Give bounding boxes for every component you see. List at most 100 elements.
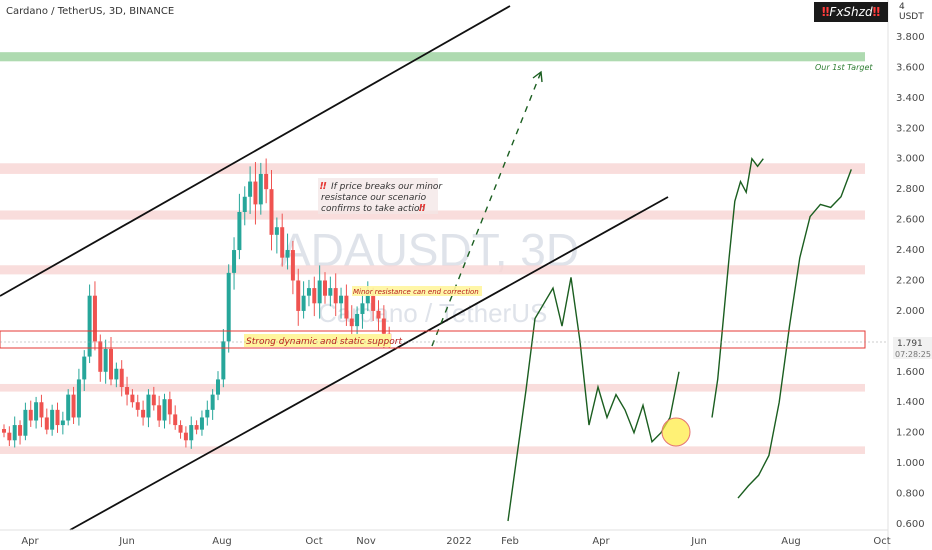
price-zone-4 <box>0 383 865 392</box>
candle-body <box>248 181 253 197</box>
brand-badge: ‼ FxShzd ‼ <box>814 2 888 22</box>
brand-suffix: ‼ <box>872 5 881 19</box>
candle-body <box>82 356 87 380</box>
breakout-note-line3: confirms to take action <box>321 204 426 214</box>
candle-body <box>221 341 226 380</box>
time-tick-label: Aug <box>781 536 801 547</box>
candle-body <box>66 394 71 421</box>
candle-body <box>167 399 172 415</box>
candle-body <box>349 318 354 327</box>
projection-path-2 <box>711 156 764 418</box>
candle-body <box>18 425 23 436</box>
time-tick-label: Oct <box>873 536 890 547</box>
candle-body <box>285 250 290 258</box>
candle-body <box>365 295 370 304</box>
candle-body <box>39 402 44 418</box>
candle-body <box>333 288 338 304</box>
candle-body <box>355 313 360 327</box>
candle-body <box>242 196 247 212</box>
candle-body <box>23 409 28 436</box>
candle-body <box>87 295 92 357</box>
projection-layer <box>507 156 852 522</box>
minor-resistance-bg <box>352 286 482 296</box>
candle-body <box>189 425 194 441</box>
price-axis[interactable]: 3.800 3.600 3.400 3.200 3.000 2.800 2.600 2.400… <box>896 32 925 530</box>
price-tick-label: 3.400 <box>896 93 925 104</box>
brand-prefix: ‼ <box>821 5 830 19</box>
candle-body <box>328 288 333 296</box>
candle-body <box>371 295 376 311</box>
candle-body <box>28 409 33 421</box>
candle-body <box>50 409 55 430</box>
price-tick-label: 0.600 <box>896 519 925 530</box>
candle-body <box>253 181 258 205</box>
target-label: Our 1st Target <box>815 63 873 72</box>
projection-path-1 <box>507 277 680 522</box>
candle-body <box>130 394 135 403</box>
breakout-dashed-arrow <box>431 71 542 347</box>
candle-body <box>119 368 124 388</box>
time-tick-label: Apr <box>21 536 39 547</box>
price-tick-label: 2.400 <box>896 245 925 256</box>
candle-body <box>125 387 130 395</box>
candle-body <box>2 429 6 433</box>
price-tick-label: 3.200 <box>896 123 925 134</box>
breakout-note-line3-marker: ‼ <box>418 203 426 214</box>
candle-body <box>109 348 113 380</box>
candle-body <box>264 173 269 190</box>
symbol-header: Cardano / TetherUS, 3D, BINANCE <box>6 6 175 17</box>
channel-upper-line[interactable] <box>0 5 511 297</box>
time-tick-label: Apr <box>592 536 610 547</box>
candle-body <box>360 303 365 314</box>
brand-name: FxShzd <box>829 5 873 19</box>
candle-body <box>381 318 386 334</box>
candle-body <box>306 288 311 296</box>
candle-body <box>55 409 60 426</box>
price-tick-label: 1.000 <box>896 458 925 469</box>
candle-body <box>205 409 210 418</box>
candle-body <box>216 379 220 395</box>
current-price-value: 1.791 <box>897 339 923 349</box>
time-tick-label: Jun <box>118 536 135 547</box>
time-tick-label: Jun <box>690 536 707 547</box>
candle-body <box>7 432 12 441</box>
breakout-arrow-head <box>532 70 543 83</box>
axis-currency: USDT <box>899 12 924 22</box>
candle-body <box>258 173 263 205</box>
time-tick-label: 2022 <box>446 536 471 547</box>
candle-layer <box>2 158 392 449</box>
channel-lower-line[interactable] <box>69 196 669 531</box>
time-tick-label: Feb <box>501 536 519 547</box>
candle-body <box>199 417 204 430</box>
breakout-note-line1: If price breaks our minor <box>331 182 443 192</box>
candle-body <box>44 417 49 430</box>
candle-body <box>34 402 39 421</box>
candle-body <box>183 432 188 441</box>
time-tick-label: Oct <box>305 536 322 547</box>
candle-body <box>280 227 285 258</box>
price-zone-3 <box>0 265 865 275</box>
projection-path-3 <box>737 169 852 499</box>
price-tick-label: 2.600 <box>896 215 925 226</box>
candle-body <box>323 280 327 296</box>
candle-body <box>92 295 97 342</box>
axis-top-tick: 4 <box>899 2 905 12</box>
candle-body <box>210 394 215 410</box>
price-tick-label: 3.600 <box>896 62 925 73</box>
time-axis[interactable]: Apr Jun Aug Oct Nov 2022 Feb Apr Jun Aug Oct <box>21 536 890 547</box>
support-box[interactable] <box>0 330 866 349</box>
candle-body <box>226 272 231 342</box>
price-zone-1 <box>0 163 865 174</box>
breakout-note-bg <box>318 178 438 214</box>
candle-body <box>157 405 162 421</box>
breakout-note-line2: resistance our scenario <box>321 193 427 203</box>
candle-body <box>162 399 167 421</box>
candle-body <box>103 348 108 372</box>
candle-body <box>178 425 183 433</box>
price-tick-label: 0.800 <box>896 489 925 500</box>
price-tick-label: 2.800 <box>896 184 925 195</box>
price-zone-2 <box>0 210 865 220</box>
current-price-countdown: 07:28:25 <box>895 350 931 359</box>
candle-body <box>344 295 349 319</box>
